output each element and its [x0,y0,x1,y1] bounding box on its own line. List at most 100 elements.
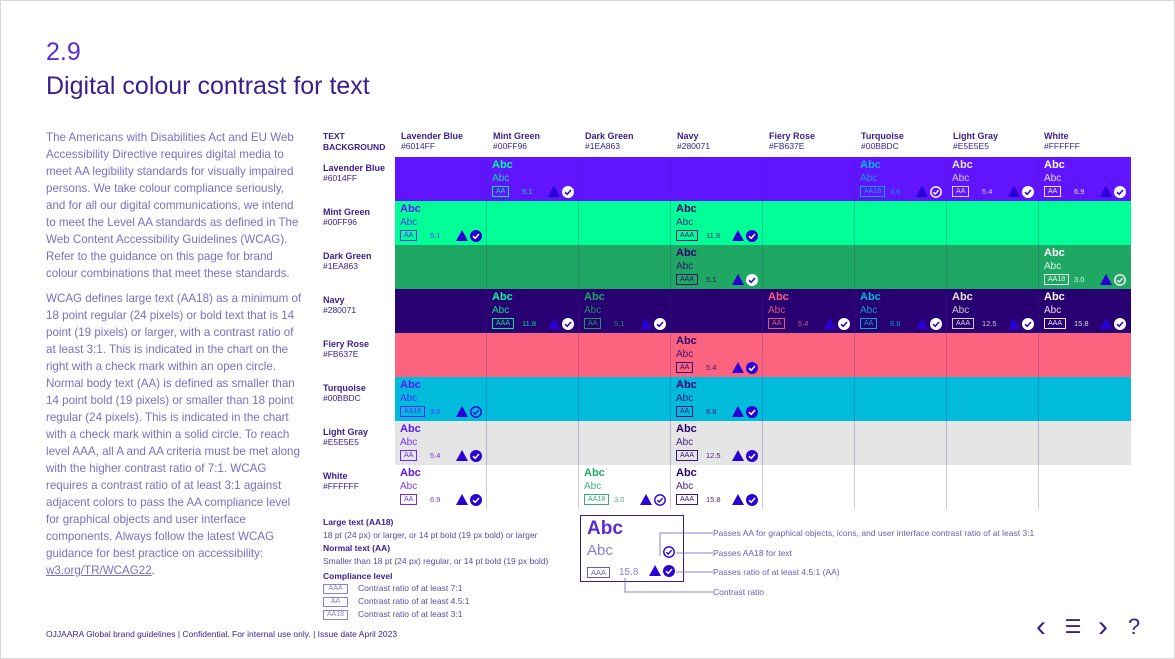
cell-contrast-ratio: 5.4 [798,319,809,328]
check-solid-icon [470,450,482,462]
row-header: Dark Green #1EA863 [323,251,395,271]
contrast-cell: Abc Abc AAA 11.8 [487,289,579,333]
contrast-cell: Abc Abc AA18 3.0 [395,377,487,421]
grid-cell [1039,465,1131,509]
cell-sample-bold: Abc [584,291,605,303]
triangle-icon [732,274,744,285]
triangle-icon [456,406,468,417]
section-number: 2.9 [46,38,81,66]
cell-contrast-ratio: 12.5 [982,319,997,328]
cell-sample-bold: Abc [1044,291,1065,303]
grid-cell [395,333,487,377]
check-solid-icon [838,318,850,330]
grid-cell [487,465,579,509]
cell-contrast-ratio: 3.0 [430,407,441,416]
cell-sample-bold: Abc [400,467,421,479]
column-header-hex: #1EA863 [585,141,620,151]
triangle-icon [548,186,560,197]
check-solid-icon [663,565,675,577]
row-header-name: Turquoise [323,383,366,393]
legend-desc-aaa: Contrast ratio of at least 7:1 [358,583,463,593]
menu-button[interactable]: ☰ [1064,616,1082,638]
triangle-icon [456,450,468,461]
column-header: Fiery Rose #FB637E [769,131,861,151]
cell-sample-regular: Abc [492,173,510,184]
contrast-grid: Abc Abc AA 5.1 Abc Abc AA18 3.0 Abc Abc AA 5.4 Abc Ab… [395,157,1131,509]
key-sample-badge: AAA [587,567,611,578]
cell-contrast-ratio: 15.8 [706,495,721,504]
grid-cell [763,201,855,245]
cell-sample-bold: Abc [676,379,697,391]
footer-text: OJJAARA Global brand guidelines | Confid… [46,629,398,639]
legend-normal-title: Normal text (AA) [323,543,391,553]
check-solid-icon [746,362,758,374]
legend-normal-desc: Smaller than 18 pt (24 px) regular, or 1… [323,556,549,566]
grid-cell [947,377,1039,421]
cell-sample-bold: Abc [1044,159,1065,171]
help-button[interactable]: ? [1127,614,1141,639]
grid-cell [579,421,671,465]
contrast-cell: Abc Abc AAA 15.8 [1039,289,1131,333]
cell-compliance-badge: AA [952,186,970,197]
cell-sample-bold: Abc [584,467,605,479]
row-header-name: Dark Green [323,251,372,261]
cell-contrast-ratio: 6.8 [890,319,901,328]
legend-badge-aaa: AAA [323,584,348,594]
grid-cell [855,333,947,377]
cell-compliance-badge: AAA [1044,318,1067,329]
intro-paragraph-1: The Americans with Disabilities Act and … [46,131,299,280]
grid-cell [855,377,947,421]
grid-cell [1039,333,1131,377]
key-sample-bold: Abc [587,518,623,539]
cell-contrast-ratio: 5.4 [982,187,993,196]
cell-compliance-badge: AA [676,406,694,417]
cell-contrast-ratio: 12.5 [706,451,721,460]
row-header: Fiery Rose #FB637E [323,339,395,359]
cell-sample-regular: Abc [860,305,878,316]
grid-cell [487,333,579,377]
cell-contrast-ratio: 3.0 [890,187,901,196]
cell-compliance-badge: AAA [492,318,515,329]
cell-contrast-ratio: 6.9 [430,495,441,504]
cell-compliance-badge: AA [584,318,602,329]
cell-sample-bold: Abc [860,291,881,303]
next-page-button[interactable]: › [1098,610,1108,643]
check-solid-icon [746,230,758,242]
check-solid-icon [470,494,482,506]
contrast-cell: Abc Abc AA 5.4 [671,333,763,377]
triangle-icon [456,494,468,505]
table-corner-header: TEXT BACKGROUND [323,131,385,153]
row-header-hex: #E5E5E5 [323,437,359,447]
cell-sample-bold: Abc [676,423,697,435]
column-header-hex: #FFFFFF [1044,141,1080,151]
triangle-icon [640,318,652,329]
annotation-aa18: Passes AA18 for text [713,548,792,558]
check-open-icon [663,546,675,558]
row-header-name: Fiery Rose [323,339,370,349]
table-header-background: BACKGROUND [323,142,386,152]
column-header-name: Navy [677,131,699,141]
cell-sample-bold: Abc [676,203,697,215]
page-title: Digital colour contrast for text [46,72,370,100]
column-header-hex: #00BBDC [861,141,899,151]
check-solid-icon [1114,318,1126,330]
check-open-icon [654,494,666,506]
row-header-hex: #1EA863 [323,261,358,271]
row-header-hex: #280071 [323,305,357,315]
prev-page-button[interactable]: ‹ [1036,610,1046,643]
cell-sample-bold: Abc [676,335,697,347]
cell-sample-regular: Abc [1044,305,1062,316]
grid-cell [947,201,1039,245]
check-solid-icon [1022,318,1034,330]
row-header-name: White [323,471,348,481]
cell-sample-regular: Abc [676,481,694,492]
row-header-hex: #FB637E [323,349,359,359]
cell-contrast-ratio: 3.0 [1074,275,1085,284]
cell-sample-regular: Abc [492,305,510,316]
cell-sample-regular: Abc [400,437,418,448]
annotation-ratio: Contrast ratio [713,587,765,597]
cell-sample-bold: Abc [860,159,881,171]
wcag-link[interactable]: w3.org/TR/WCAG22 [46,564,152,577]
triangle-icon [1008,186,1020,197]
triangle-icon [732,230,744,241]
